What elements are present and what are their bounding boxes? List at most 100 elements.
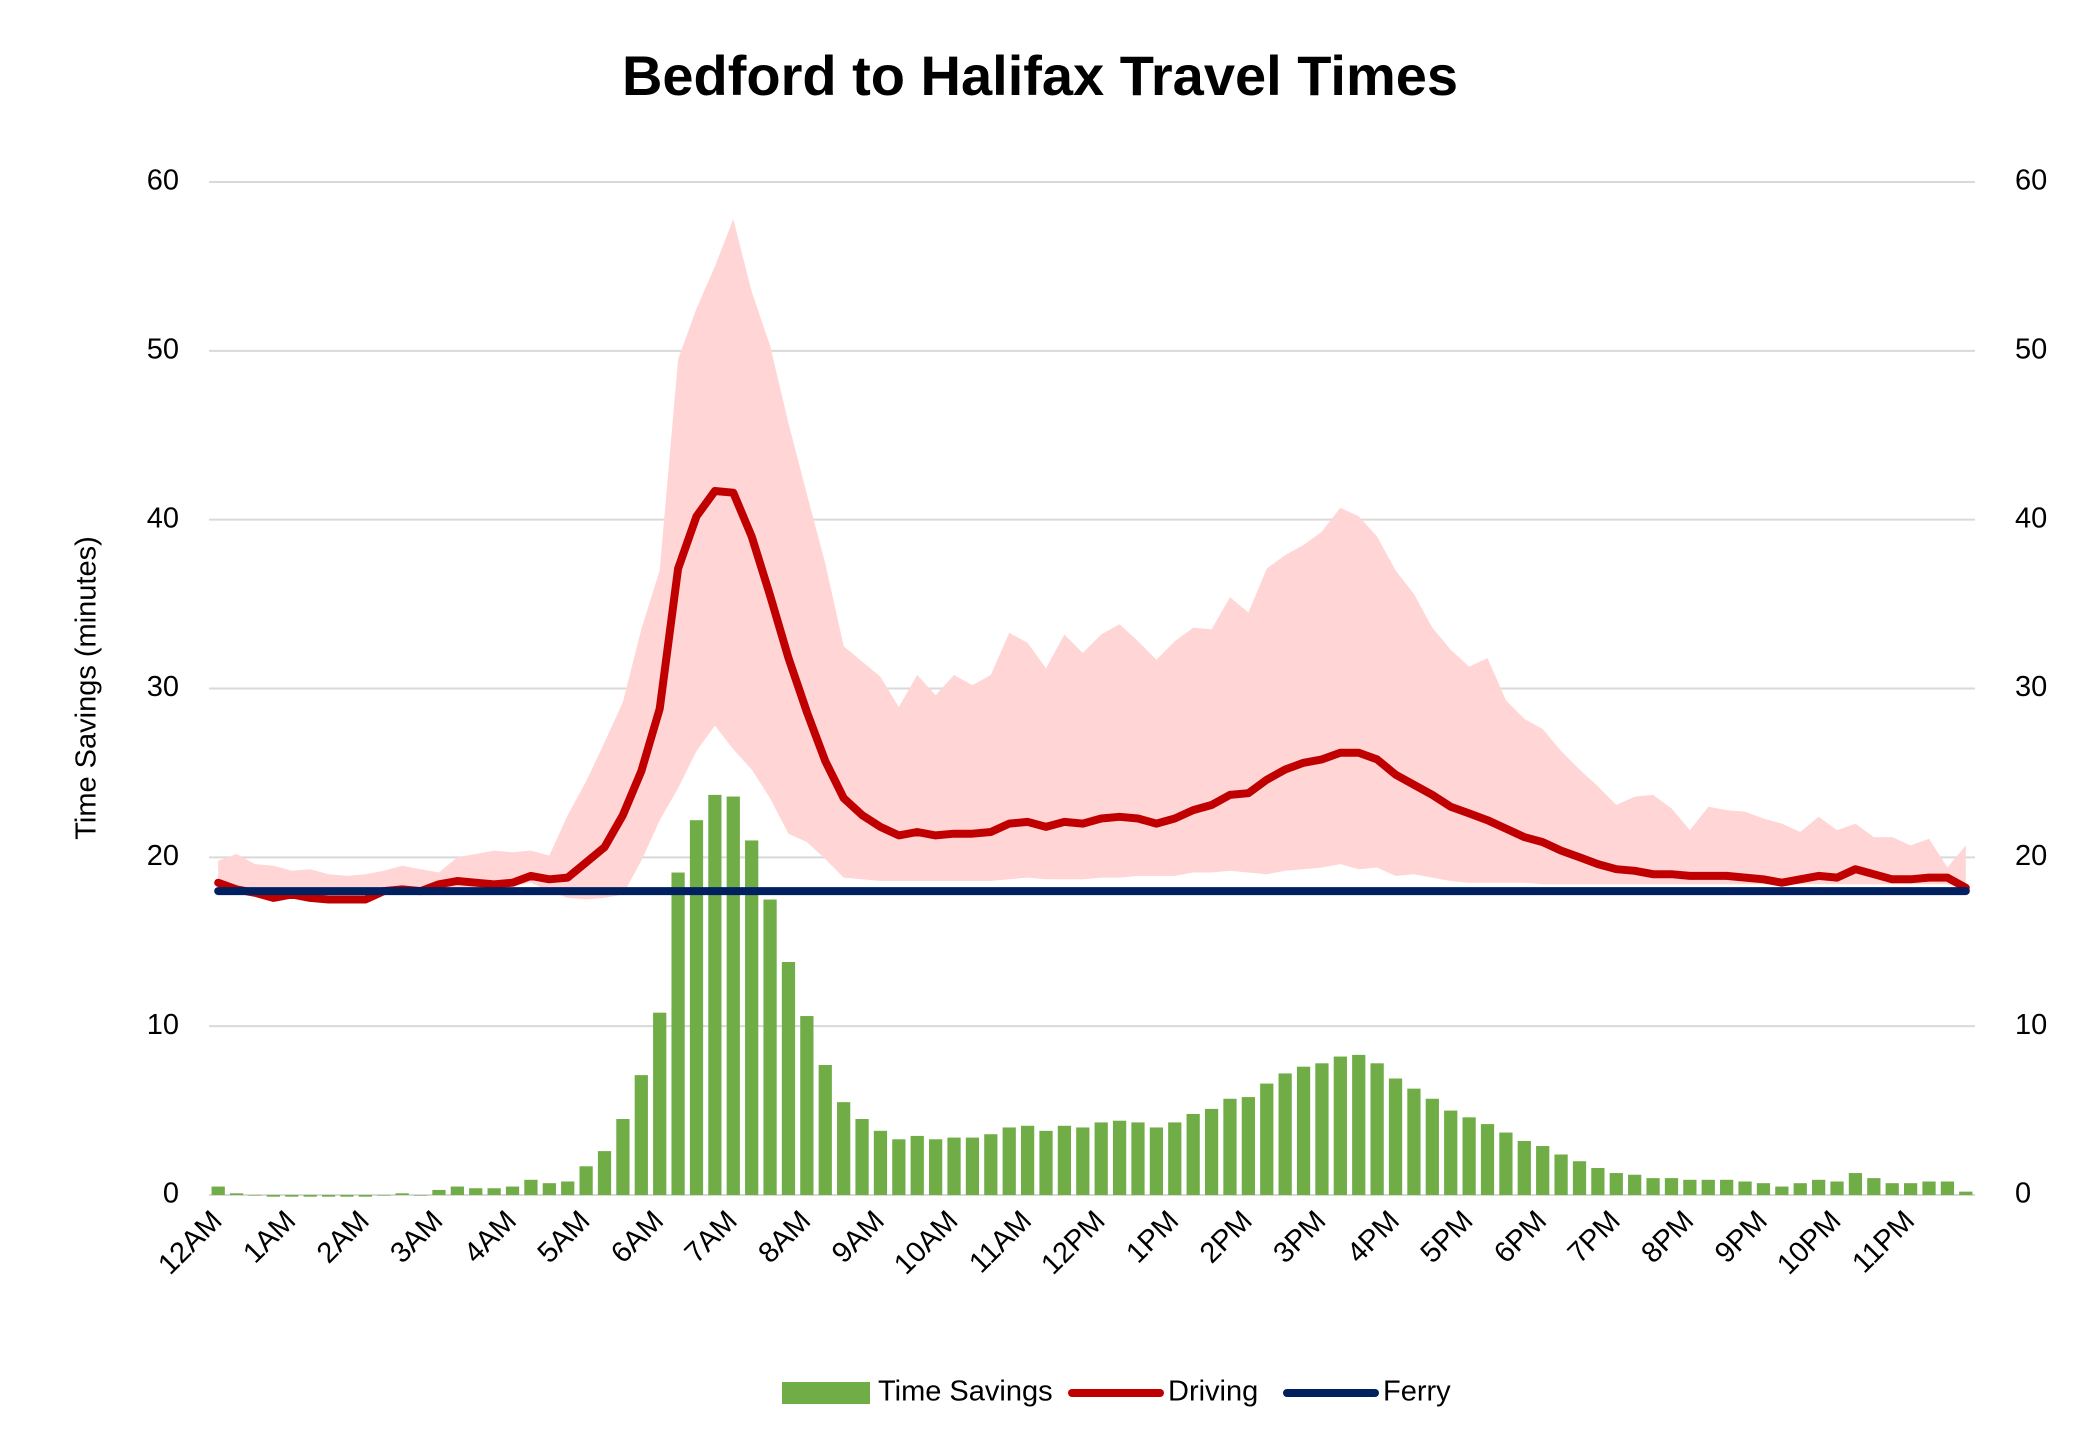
y-tick-label: 30 xyxy=(147,671,179,703)
bar xyxy=(1425,1098,1439,1195)
y-tick-label: 60 xyxy=(147,165,179,197)
bar xyxy=(561,1181,575,1195)
bar xyxy=(763,899,777,1195)
x-tick-label: 1PM xyxy=(1120,1205,1185,1270)
bar xyxy=(1517,1140,1531,1195)
x-tick-label: 12PM xyxy=(1035,1205,1111,1281)
bar xyxy=(469,1188,483,1195)
x-tick-label: 9AM xyxy=(826,1205,891,1270)
bar xyxy=(1020,1125,1035,1195)
bar xyxy=(708,794,722,1195)
bar xyxy=(1885,1183,1899,1195)
y-axis-label: Time Savings (minutes) xyxy=(71,536,103,840)
y2-tick-label: 0 xyxy=(2015,1178,2031,1210)
bar xyxy=(1002,1127,1016,1195)
x-tick-label: 6AM xyxy=(605,1205,670,1270)
bar xyxy=(781,962,796,1195)
bar xyxy=(671,872,685,1195)
range-band xyxy=(218,219,1966,900)
bar xyxy=(395,1193,409,1195)
bar xyxy=(1260,1083,1274,1195)
bar xyxy=(285,1195,299,1197)
y-tick-label: 20 xyxy=(147,840,179,872)
bar xyxy=(248,1195,262,1196)
bar xyxy=(579,1166,593,1195)
y2-tick-label: 10 xyxy=(2015,1009,2047,1041)
bar xyxy=(505,1186,520,1195)
x-tick-label: 8AM xyxy=(752,1205,817,1270)
bar xyxy=(1591,1167,1605,1195)
bar xyxy=(1756,1183,1771,1195)
bar xyxy=(1039,1130,1053,1195)
bar xyxy=(1536,1146,1550,1195)
y2-tick-label: 30 xyxy=(2015,671,2047,703)
bar xyxy=(1940,1181,1955,1195)
bar xyxy=(873,1130,888,1195)
x-tick-label: 9PM xyxy=(1709,1205,1774,1270)
bar xyxy=(965,1137,980,1195)
bar xyxy=(1444,1110,1458,1195)
x-tick-label: 10PM xyxy=(1771,1205,1847,1281)
bar xyxy=(1186,1113,1200,1195)
x-tick-label: 7AM xyxy=(679,1205,744,1270)
bar xyxy=(542,1183,556,1195)
bar xyxy=(653,1012,667,1195)
bar xyxy=(597,1151,612,1195)
bar xyxy=(432,1189,446,1195)
bar xyxy=(984,1134,998,1195)
bar xyxy=(1094,1122,1108,1195)
bar xyxy=(1480,1124,1495,1195)
x-tick-label: 12AM xyxy=(152,1205,228,1281)
bar xyxy=(616,1119,630,1195)
x-tick-label: 6PM xyxy=(1488,1205,1553,1270)
x-tick-label: 11PM xyxy=(1846,1205,1921,1280)
bar xyxy=(1812,1179,1826,1195)
bar xyxy=(229,1193,244,1195)
bar xyxy=(689,820,704,1195)
bar xyxy=(1057,1125,1072,1195)
x-tick-label: 3AM xyxy=(385,1205,450,1270)
bar xyxy=(1867,1178,1881,1195)
bar xyxy=(1499,1132,1513,1195)
x-tick-label: 7PM xyxy=(1562,1205,1627,1270)
y-tick-label: 0 xyxy=(163,1178,179,1210)
bar xyxy=(1076,1127,1090,1195)
bar xyxy=(855,1119,869,1195)
line xyxy=(214,487,1970,904)
x-tick-label: 4AM xyxy=(458,1205,523,1270)
x-tick-label: 5AM xyxy=(532,1205,597,1270)
bar xyxy=(1333,1056,1347,1195)
bar xyxy=(892,1139,906,1195)
bar xyxy=(929,1139,943,1195)
legend-swatch xyxy=(782,1382,870,1404)
bar xyxy=(413,1195,428,1196)
bar xyxy=(818,1064,832,1195)
bar xyxy=(1572,1161,1587,1195)
bar xyxy=(1720,1179,1734,1195)
bar xyxy=(211,1186,225,1195)
bar xyxy=(1701,1179,1715,1195)
bar xyxy=(321,1195,336,1197)
bar xyxy=(1922,1181,1936,1195)
legend-label: Time Savings xyxy=(878,1376,1053,1408)
y-tick-label: 10 xyxy=(147,1009,179,1041)
x-tick-label: 10AM xyxy=(888,1205,964,1281)
bar xyxy=(1609,1173,1623,1195)
bar xyxy=(1830,1181,1844,1195)
x-tick-label: 1AM xyxy=(237,1205,302,1270)
y-tick-label: 50 xyxy=(147,333,179,365)
x-tick-label: 8PM xyxy=(1635,1205,1700,1270)
bar xyxy=(1241,1097,1255,1195)
y2-tick-label: 60 xyxy=(2015,165,2047,197)
bar xyxy=(1848,1173,1863,1195)
bar xyxy=(837,1102,851,1195)
bar xyxy=(1959,1191,1973,1195)
y2-tick-label: 40 xyxy=(2015,502,2047,534)
x-tick-label: 5PM xyxy=(1415,1205,1480,1270)
bar xyxy=(266,1195,281,1197)
bar xyxy=(1664,1178,1679,1195)
bar xyxy=(1775,1186,1789,1195)
bar xyxy=(487,1188,501,1195)
x-tick-label: 3PM xyxy=(1268,1205,1333,1270)
